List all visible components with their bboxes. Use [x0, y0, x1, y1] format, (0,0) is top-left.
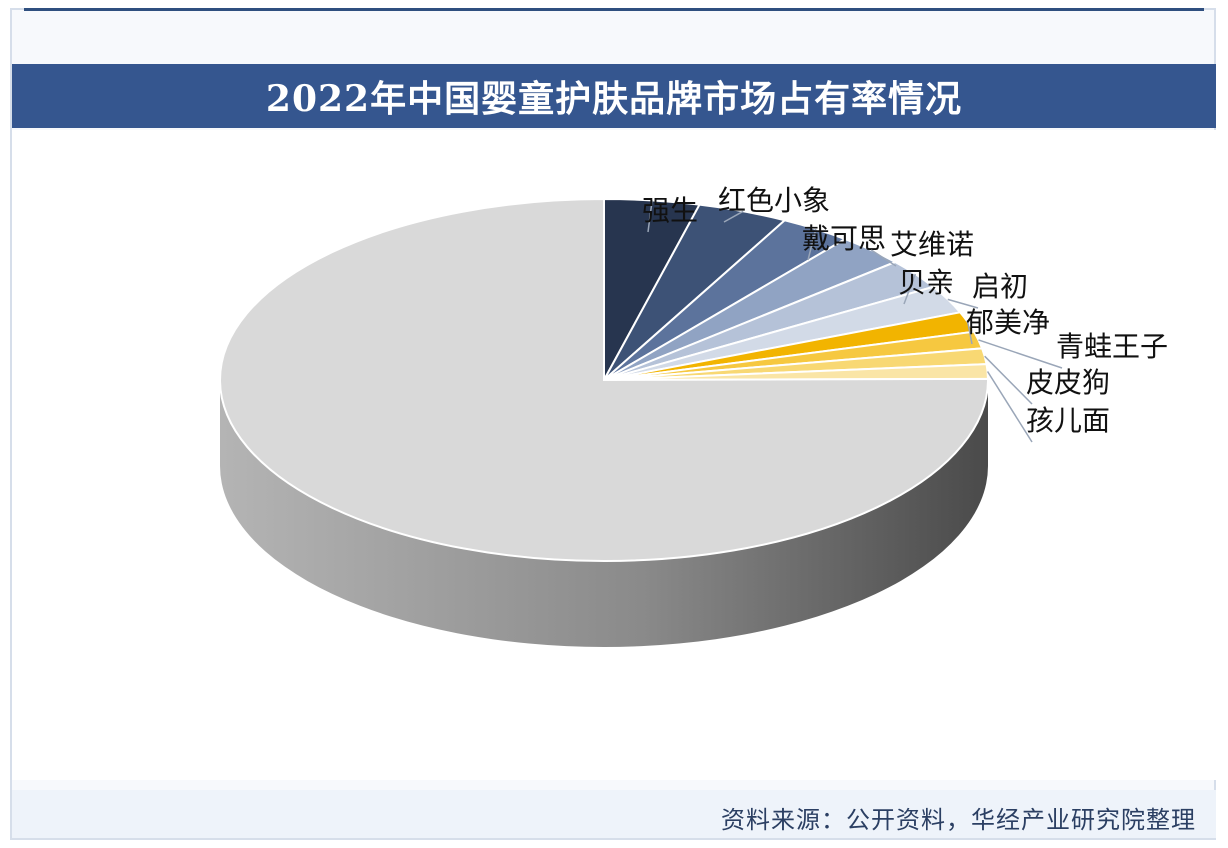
- slice-label: 红色小象: [718, 184, 830, 217]
- leader-line: [807, 228, 817, 261]
- leader-line: [978, 339, 1063, 369]
- top-rule: [24, 8, 1204, 11]
- leader-line: [986, 371, 1033, 443]
- slice-label: 戴可思: [802, 222, 886, 255]
- leader-line: [723, 210, 744, 223]
- slice-label: 青蛙王子: [1056, 330, 1168, 363]
- chart-area: 强生 红色小象戴可思 艾维诺贝亲 启初 郁美净 青蛙王子 皮皮狗孩儿面: [12, 130, 1216, 780]
- leader-line: [647, 200, 653, 233]
- slice-label: 贝亲: [898, 266, 954, 299]
- slice-label: 皮皮狗: [1026, 366, 1110, 399]
- title-bar: 2022年中国婴童护肤品牌市场占有率情况: [12, 64, 1216, 128]
- slice-label: 孩儿面: [1026, 404, 1110, 437]
- leader-line: [984, 355, 1033, 405]
- pie-slice-remaining: [219, 197, 989, 562]
- leader-line: [903, 273, 917, 305]
- footer: 资料来源：公开资料，华经产业研究院整理: [12, 790, 1216, 838]
- slice-label: 艾维诺: [890, 228, 974, 261]
- source-note: 资料来源：公开资料，华经产业研究院整理: [721, 806, 1196, 834]
- leader-line: [870, 249, 897, 267]
- pie-side-wall: [220, 380, 988, 647]
- chart-title: 2022年中国婴童护肤品牌市场占有率情况: [265, 78, 963, 120]
- leader-line: [966, 321, 973, 345]
- slice-label: 启初: [972, 270, 1028, 303]
- slice-label: 郁美净: [966, 306, 1050, 339]
- leader-line: [947, 298, 979, 309]
- slice-label: 强生: [642, 194, 698, 227]
